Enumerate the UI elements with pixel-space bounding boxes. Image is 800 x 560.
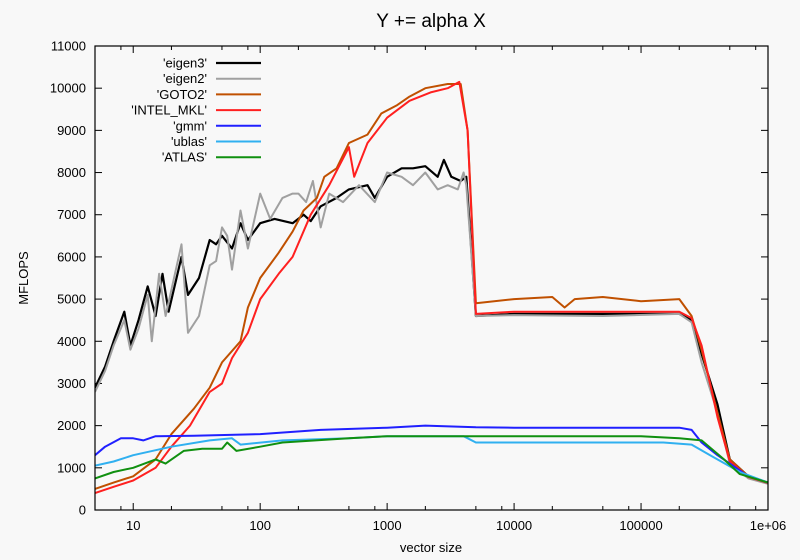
plot-frame <box>94 45 769 511</box>
y-tick-label: 2000 <box>57 418 86 433</box>
series-line-eigen3 <box>95 158 768 484</box>
x-tick-label: 1000 <box>373 518 402 533</box>
series-line-ublas <box>95 435 768 484</box>
y-tick-label: 10000 <box>50 81 86 96</box>
legend-label: 'eigen2' <box>163 71 207 86</box>
legend-label: 'ATLAS' <box>162 150 207 165</box>
x-tick-label: 10 <box>126 518 140 533</box>
series-line-eigen2 <box>95 171 768 485</box>
y-tick-label: 0 <box>79 503 86 518</box>
y-tick-label: 11000 <box>51 39 86 54</box>
legend-label: 'GOTO2' <box>157 87 207 102</box>
legend-label: 'ublas' <box>171 134 207 149</box>
chart-title: Y += alpha X <box>376 11 486 32</box>
y-tick-label: 4000 <box>57 334 86 349</box>
x-tick-label: 100 <box>249 518 271 533</box>
series-line-gmm <box>95 424 768 484</box>
y-tick-label: 3000 <box>57 376 86 391</box>
y-tick-label: 8000 <box>57 165 86 180</box>
series-line-intel-mkl <box>95 80 768 495</box>
x-tick-label: 100000 <box>619 518 662 533</box>
x-axis-label: vector size <box>400 540 462 555</box>
legend-label: 'eigen3' <box>163 56 207 71</box>
y-axis-label: MFLOPS <box>16 251 31 305</box>
x-tick-label: 1e+06 <box>750 518 787 533</box>
legend-label: 'gmm' <box>173 118 207 133</box>
x-tick-label: 10000 <box>496 518 532 533</box>
y-tick-label: 7000 <box>57 207 86 222</box>
y-tick-label: 6000 <box>57 249 86 264</box>
series-line-goto2 <box>95 83 768 490</box>
y-tick-label: 1000 <box>57 460 86 475</box>
series-line-atlas <box>95 435 768 484</box>
legend-label: 'INTEL_MKL' <box>131 103 207 118</box>
y-tick-label: 9000 <box>57 123 86 138</box>
y-tick-label: 5000 <box>57 292 86 307</box>
